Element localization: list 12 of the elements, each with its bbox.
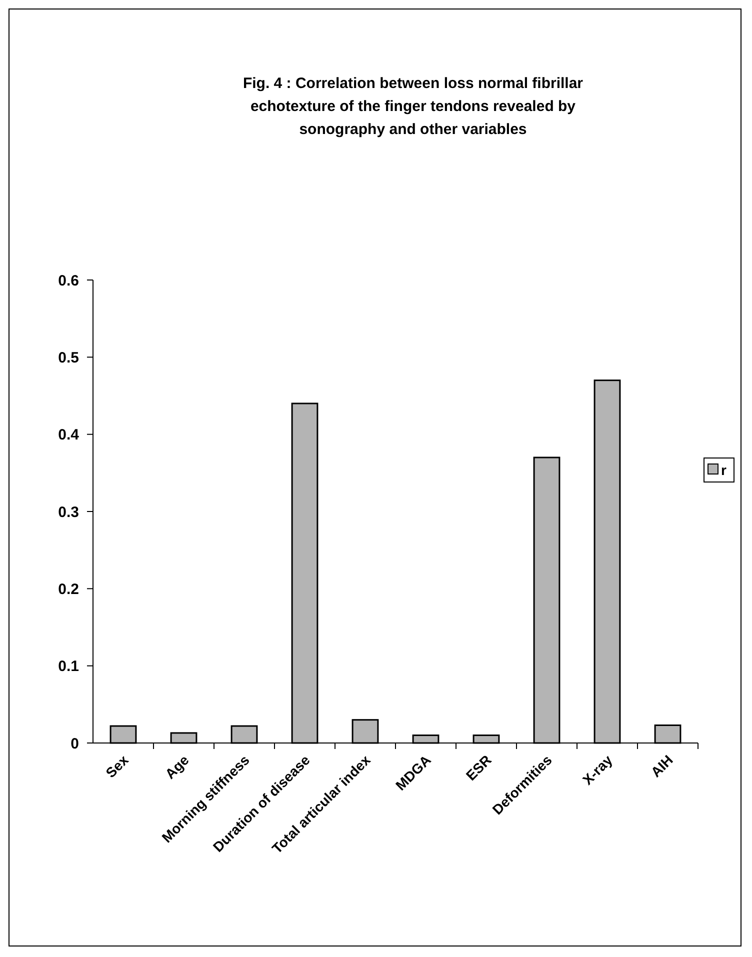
x-tick-label: Sex bbox=[102, 752, 132, 781]
y-tick-label: 0.2 bbox=[58, 580, 79, 598]
y-tick-label: 0.5 bbox=[58, 349, 79, 366]
y-tick-label: 0.3 bbox=[58, 504, 79, 521]
chart-title: Fig. 4 : Correlation between loss normal fibrillar echotexture of the finger tendons revealed by sonography and other variables bbox=[242, 75, 584, 138]
legend-label: r bbox=[721, 462, 727, 478]
y-tick-label: 0.6 bbox=[58, 272, 79, 290]
y-tick-label: 0.4 bbox=[58, 426, 80, 444]
x-tick-label: AIH bbox=[648, 752, 676, 780]
x-tick-label: Age bbox=[162, 752, 192, 782]
y-tick-label: 0.1 bbox=[58, 658, 79, 676]
y-tick-label: 0 bbox=[70, 735, 79, 752]
